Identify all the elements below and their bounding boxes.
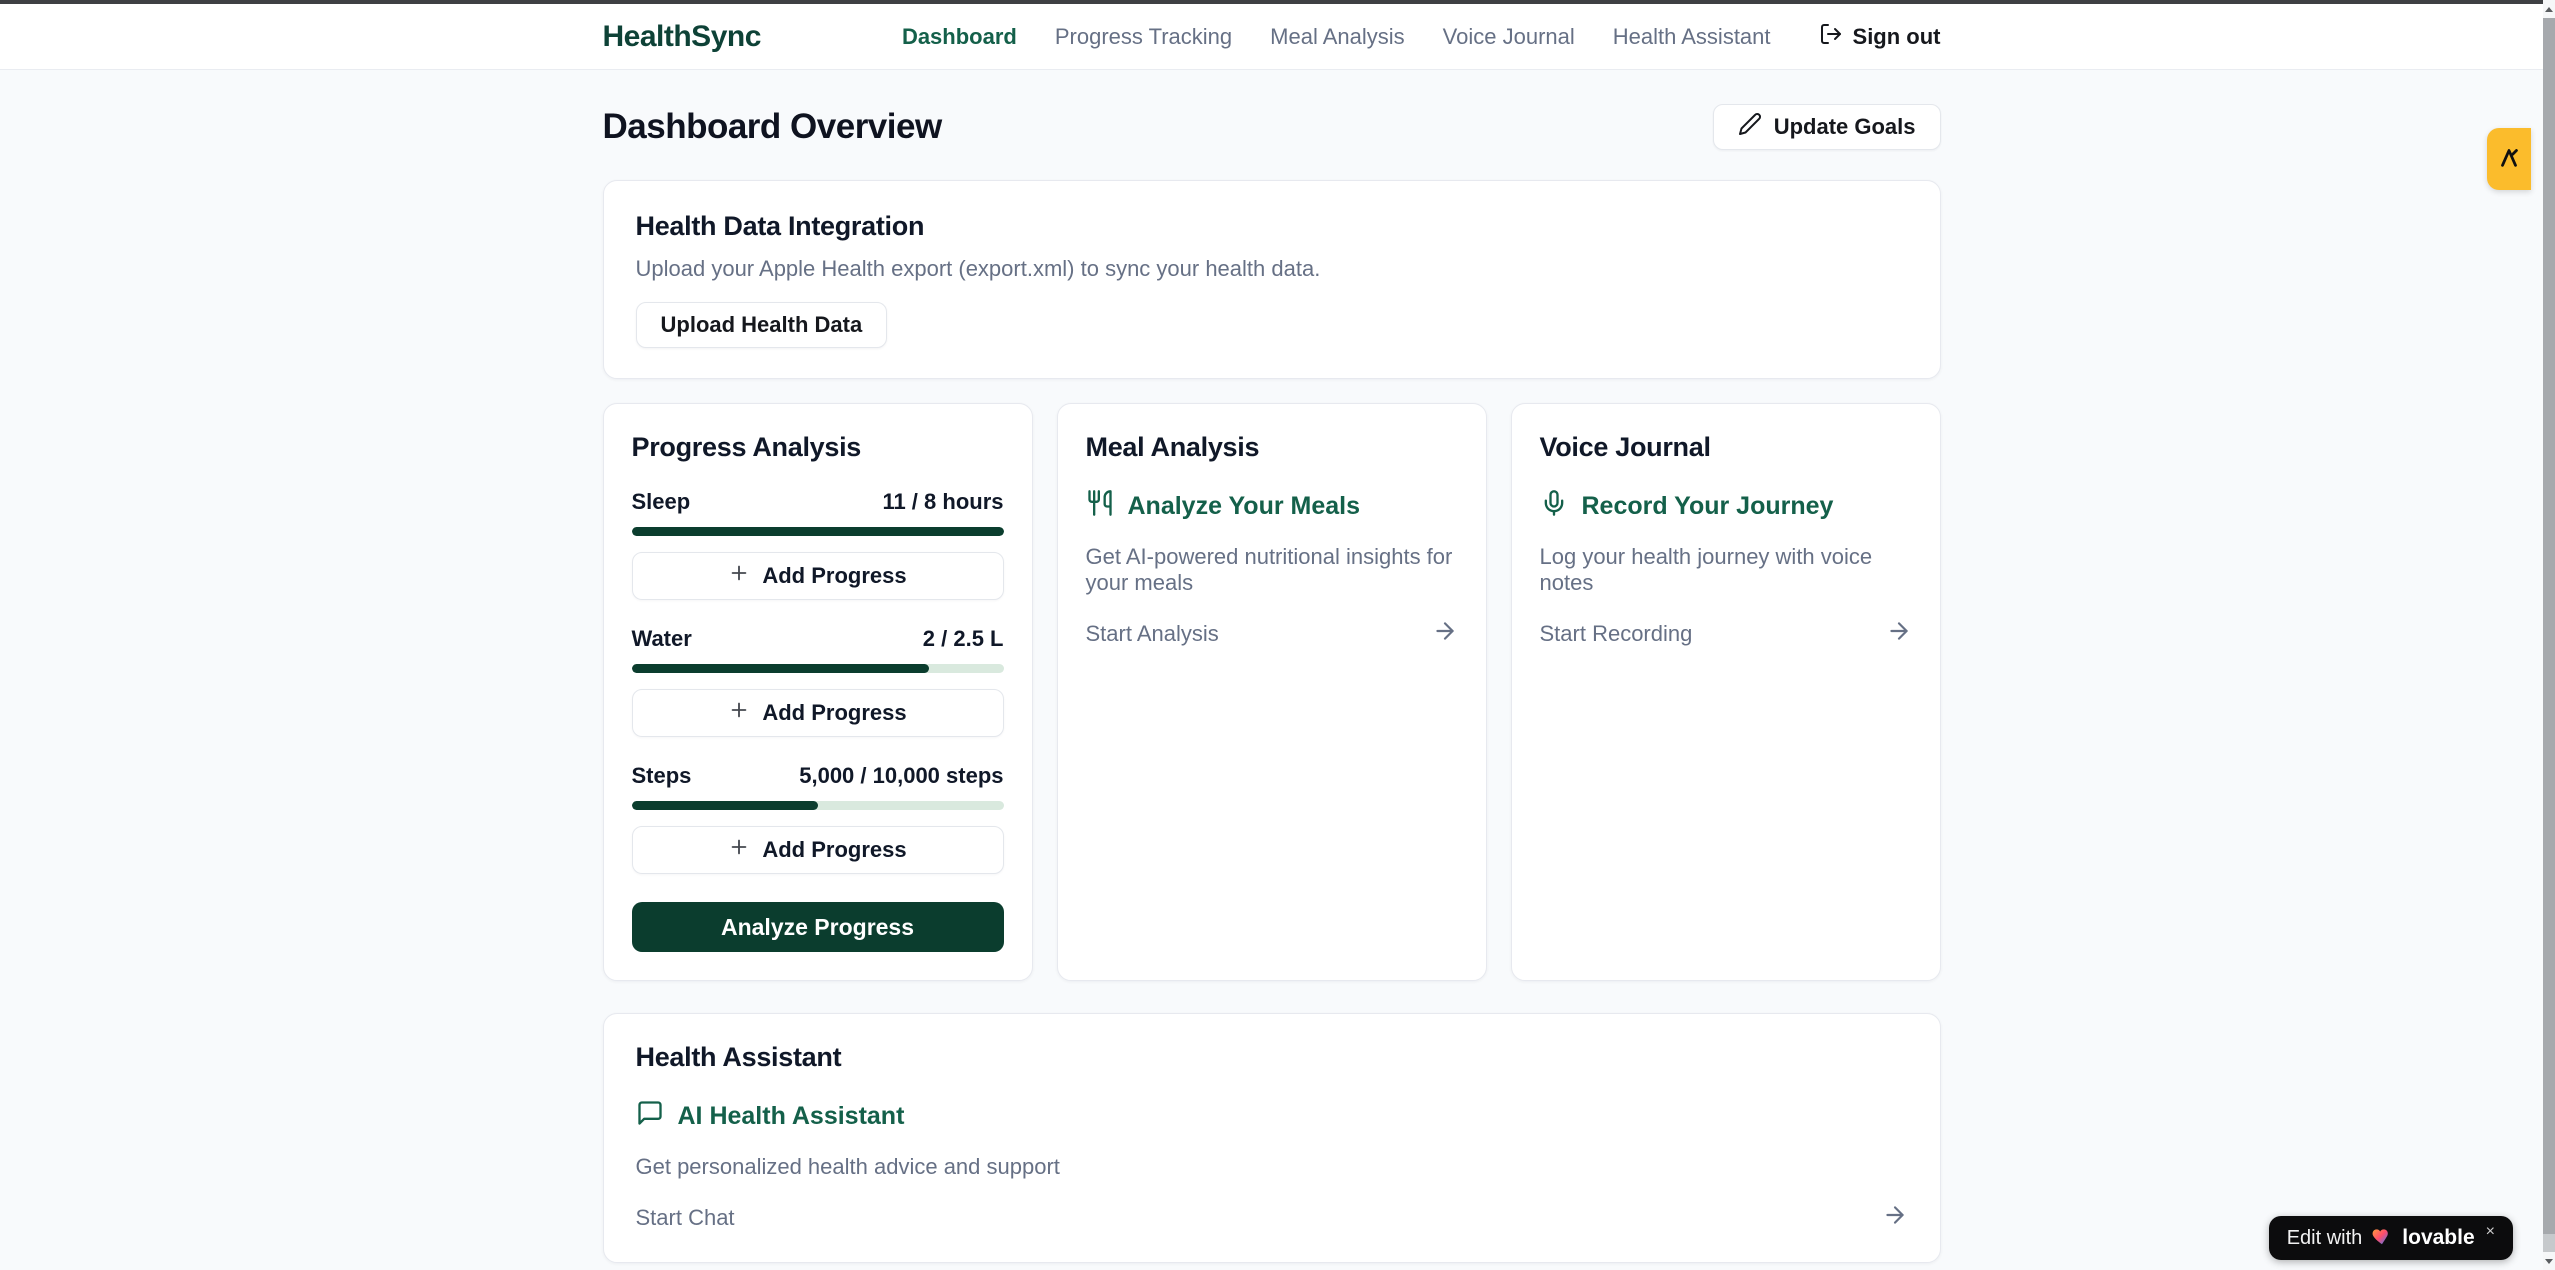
water-progress-bar: [631, 664, 1004, 673]
start-chat-label: Start Chat: [635, 1205, 735, 1230]
start-chat-action[interactable]: Start Chat: [636, 1202, 1908, 1234]
vertical-scrollbar[interactable]: [2543, 0, 2555, 1270]
heart-gradient-icon: [2371, 1225, 2393, 1252]
sign-out-icon: [1819, 22, 1843, 52]
top-navigation-bar: HealthSync Dashboard Progress Tracking M…: [0, 4, 2543, 70]
sign-out-label: Sign out: [1852, 23, 1941, 49]
health-assistant-title: Health Assistant: [635, 1042, 842, 1072]
add-steps-progress-button[interactable]: Add Progress: [631, 826, 1004, 874]
record-your-journey-link[interactable]: Record Your Journey: [1540, 489, 1912, 524]
microphone-icon: [1540, 489, 1568, 524]
sleep-progress-bar: [631, 527, 1004, 536]
upload-health-data-button[interactable]: Upload Health Data: [635, 302, 888, 348]
analyze-progress-button[interactable]: Analyze Progress: [631, 902, 1004, 952]
start-analysis-action[interactable]: Start Analysis: [1086, 618, 1458, 650]
pencil-icon: [1738, 112, 1762, 142]
start-analysis-label: Start Analysis: [1085, 621, 1219, 646]
nav-item-meal-analysis[interactable]: Meal Analysis: [1270, 23, 1405, 49]
water-metric: Water 2 / 2.5 L Add Progress: [631, 626, 1004, 737]
app-logo[interactable]: HealthSync: [602, 19, 762, 53]
start-recording-label: Start Recording: [1539, 621, 1693, 646]
voice-journal-title: Voice Journal: [1539, 432, 1711, 462]
sleep-metric: Sleep 11 / 8 hours Add Progress: [631, 489, 1004, 600]
nav-item-progress-tracking[interactable]: Progress Tracking: [1054, 23, 1233, 49]
add-progress-label: Add Progress: [762, 563, 907, 588]
add-sleep-progress-button[interactable]: Add Progress: [631, 552, 1004, 600]
nav-item-health-assistant[interactable]: Health Assistant: [1612, 23, 1771, 49]
integration-description: Upload your Apple Health export (export.…: [635, 256, 1321, 281]
arrow-right-icon: [1886, 618, 1912, 650]
record-your-journey-label: Record Your Journey: [1581, 492, 1834, 520]
add-progress-label: Add Progress: [762, 837, 907, 862]
analyze-your-meals-label: Analyze Your Meals: [1127, 492, 1361, 520]
progress-analysis-card: Progress Analysis Sleep 11 / 8 hours Add…: [602, 403, 1033, 981]
update-goals-label: Update Goals: [1773, 114, 1916, 139]
plus-icon: [728, 699, 750, 727]
meal-analysis-title: Meal Analysis: [1085, 432, 1260, 462]
health-data-integration-card: Health Data Integration Upload your Appl…: [602, 180, 1941, 379]
update-goals-button[interactable]: Update Goals: [1712, 104, 1941, 150]
start-recording-action[interactable]: Start Recording: [1540, 618, 1912, 650]
ai-health-assistant-link[interactable]: AI Health Assistant: [636, 1099, 1908, 1134]
sleep-label: Sleep: [631, 489, 691, 514]
arrow-right-icon: [1432, 618, 1458, 650]
water-value: 2 / 2.5 L: [922, 626, 1004, 651]
sleep-value: 11 / 8 hours: [882, 489, 1004, 514]
ai-health-assistant-label: AI Health Assistant: [677, 1102, 905, 1130]
health-assistant-card: Health Assistant AI Health Assistant Get…: [602, 1013, 1941, 1263]
meal-analysis-card: Meal Analysis Analyze Your Meals Get AI-…: [1056, 403, 1487, 981]
badge-prefix: Edit with: [2286, 1226, 2363, 1249]
sign-out-button[interactable]: Sign out: [1819, 22, 1941, 52]
main-nav: Dashboard Progress Tracking Meal Analysi…: [902, 22, 1941, 52]
voice-description: Log your health journey with voice notes: [1539, 544, 1873, 595]
chat-bubble-icon: [636, 1099, 664, 1134]
scrollbar-down-arrow[interactable]: [2543, 1252, 2555, 1270]
badge-brand: lovable: [2402, 1226, 2475, 1249]
assistant-description: Get personalized health advice and suppo…: [635, 1154, 1060, 1179]
nav-item-dashboard[interactable]: Dashboard: [901, 23, 1017, 49]
integration-title: Health Data Integration: [635, 211, 925, 241]
steps-metric: Steps 5,000 / 10,000 steps Add Progress: [631, 763, 1004, 874]
meal-description: Get AI-powered nutritional insights for …: [1085, 544, 1453, 595]
add-water-progress-button[interactable]: Add Progress: [631, 689, 1004, 737]
water-label: Water: [631, 626, 692, 651]
analyze-your-meals-link[interactable]: Analyze Your Meals: [1086, 489, 1458, 524]
nav-item-voice-journal[interactable]: Voice Journal: [1442, 23, 1575, 49]
page-title: Dashboard Overview: [602, 107, 943, 146]
progress-analysis-title: Progress Analysis: [631, 432, 862, 462]
floating-extension-button[interactable]: [2487, 128, 2531, 190]
utensils-icon: [1086, 489, 1114, 524]
window-top-strip: [0, 0, 2543, 4]
plus-icon: [728, 836, 750, 864]
edit-with-lovable-badge[interactable]: Edit with lovable ×: [2268, 1216, 2513, 1260]
steps-progress-bar: [631, 801, 1004, 810]
badge-close-icon[interactable]: ×: [2485, 1223, 2495, 1240]
scrollbar-thumb[interactable]: [2543, 18, 2555, 1234]
lambda-logo-icon: [2496, 144, 2522, 175]
scrollbar-up-arrow[interactable]: [2543, 0, 2555, 18]
add-progress-label: Add Progress: [762, 700, 907, 725]
dashboard-main: Dashboard Overview Update Goals Health D…: [602, 70, 1941, 1270]
steps-label: Steps: [631, 763, 692, 788]
arrow-right-icon: [1882, 1202, 1908, 1234]
steps-value: 5,000 / 10,000 steps: [799, 763, 1004, 788]
plus-icon: [728, 562, 750, 590]
voice-journal-card: Voice Journal Record Your Journey Log yo…: [1510, 403, 1941, 981]
